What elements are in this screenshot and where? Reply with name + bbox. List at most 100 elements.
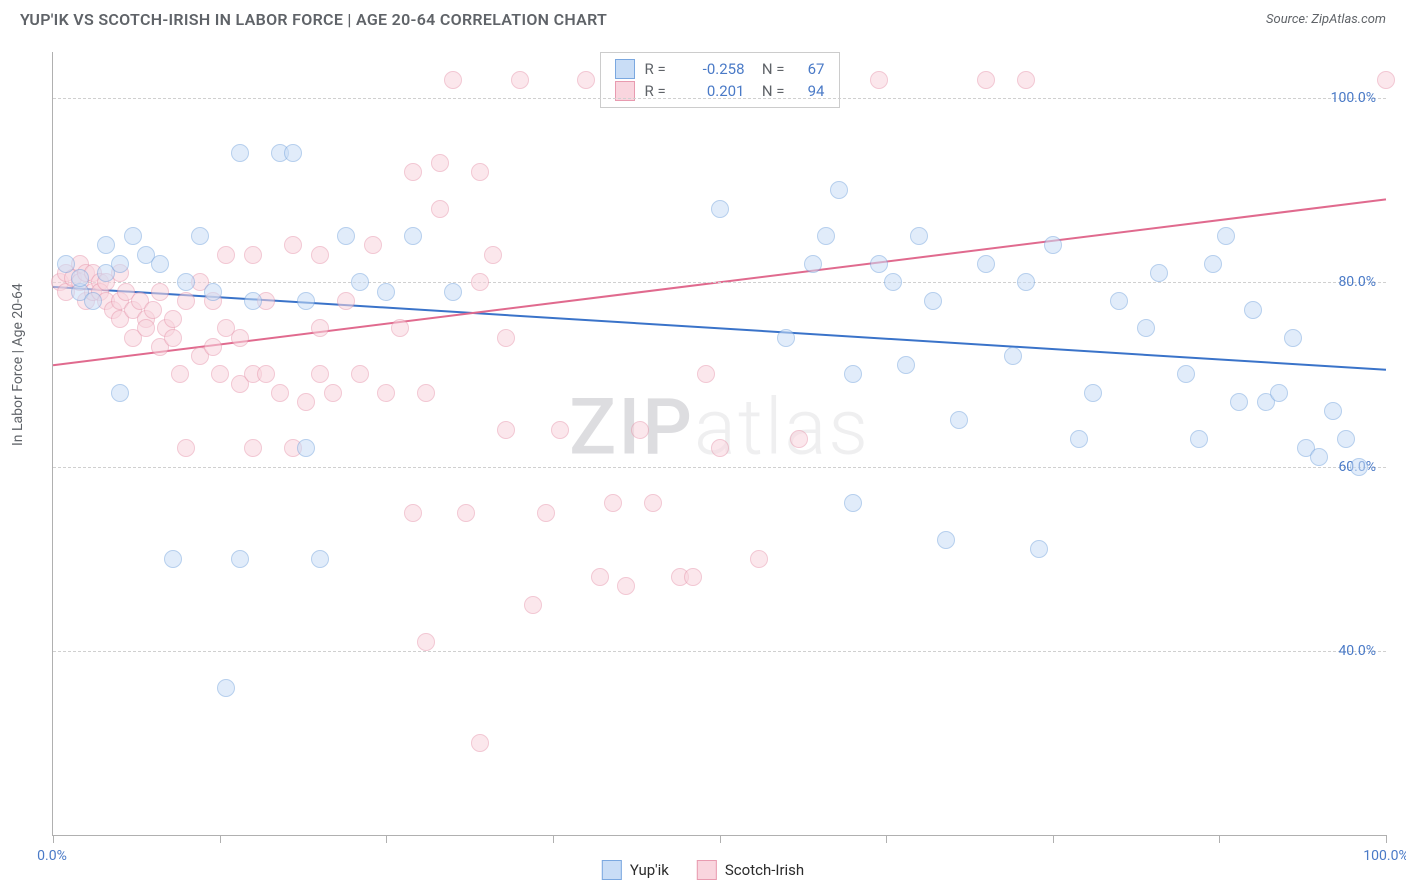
source-attribution: Source: ZipAtlas.com	[1266, 12, 1386, 27]
scatter-point-yupik	[711, 200, 729, 218]
scatter-point-scotch_irish	[244, 246, 262, 264]
scatter-point-scotch_irish	[137, 319, 155, 337]
scatter-point-yupik	[924, 292, 942, 310]
scatter-point-yupik	[1004, 347, 1022, 365]
scatter-point-yupik	[777, 329, 795, 347]
scatter-point-yupik	[1150, 264, 1168, 282]
scatter-point-yupik	[1217, 227, 1235, 245]
scatter-point-yupik	[84, 292, 102, 310]
chart-legend: Yup'ik Scotch-Irish	[602, 860, 804, 880]
x-tick-label: 100.0%	[1363, 848, 1406, 864]
scatter-point-scotch_irish	[484, 246, 502, 264]
stats-n-value: 67	[795, 60, 825, 78]
stats-row: R = -0.258 N = 67	[615, 59, 825, 79]
scatter-point-scotch_irish	[177, 439, 195, 457]
scatter-point-scotch_irish	[444, 71, 462, 89]
scatter-point-yupik	[1284, 329, 1302, 347]
scatter-point-yupik	[97, 236, 115, 254]
stats-r-label: R =	[645, 60, 675, 78]
scatter-point-scotch_irish	[351, 365, 369, 383]
x-tick	[1219, 835, 1220, 843]
scatter-point-yupik	[950, 411, 968, 429]
scatter-point-yupik	[830, 181, 848, 199]
correlation-stats-box: R =-0.258N =67R =0.201N =94	[600, 52, 840, 108]
scatter-point-scotch_irish	[311, 246, 329, 264]
scatter-point-yupik	[1190, 430, 1208, 448]
scatter-point-yupik	[1044, 236, 1062, 254]
x-tick	[553, 835, 554, 843]
scatter-point-scotch_irish	[164, 310, 182, 328]
stats-n-label: N =	[755, 60, 785, 78]
scatter-point-yupik	[1337, 430, 1355, 448]
chart-title: YUP'IK VS SCOTCH-IRISH IN LABOR FORCE | …	[20, 10, 607, 29]
scatter-point-yupik	[1204, 255, 1222, 273]
scatter-point-yupik	[217, 679, 235, 697]
scatter-point-scotch_irish	[750, 550, 768, 568]
scatter-point-scotch_irish	[684, 568, 702, 586]
y-tick-label: 80.0%	[1338, 274, 1376, 290]
scatter-point-scotch_irish	[631, 421, 649, 439]
scatter-point-scotch_irish	[217, 246, 235, 264]
scatter-point-yupik	[1137, 319, 1155, 337]
x-tick	[720, 835, 721, 843]
legend-item-yupik: Yup'ik	[602, 860, 669, 880]
scatter-point-yupik	[231, 144, 249, 162]
scatter-point-yupik	[231, 550, 249, 568]
scatter-point-yupik	[937, 531, 955, 549]
scatter-point-yupik	[1084, 384, 1102, 402]
scatter-point-yupik	[977, 255, 995, 273]
gridline	[53, 282, 1386, 283]
gridline	[53, 651, 1386, 652]
y-axis-title: In Labor Force | Age 20-64	[10, 283, 26, 446]
scatter-point-scotch_irish	[417, 384, 435, 402]
scatter-point-scotch_irish	[591, 568, 609, 586]
gridline	[53, 98, 1386, 99]
scatter-point-yupik	[71, 269, 89, 287]
scatter-point-yupik	[244, 292, 262, 310]
scatter-point-yupik	[844, 365, 862, 383]
scatter-point-scotch_irish	[457, 504, 475, 522]
scatter-point-yupik	[444, 283, 462, 301]
legend-label: Scotch-Irish	[725, 861, 804, 879]
stats-r-value: -0.258	[685, 60, 745, 78]
scatter-point-scotch_irish	[311, 319, 329, 337]
legend-swatch	[697, 860, 717, 880]
scatter-point-scotch_irish	[870, 71, 888, 89]
scatter-point-scotch_irish	[471, 734, 489, 752]
scatter-point-scotch_irish	[404, 163, 422, 181]
scatter-point-yupik	[910, 227, 928, 245]
scatter-point-scotch_irish	[577, 71, 595, 89]
scatter-point-scotch_irish	[551, 421, 569, 439]
scatter-point-scotch_irish	[364, 236, 382, 254]
x-tick	[1386, 835, 1387, 843]
scatter-point-yupik	[311, 550, 329, 568]
x-tick	[386, 835, 387, 843]
scatter-point-scotch_irish	[497, 421, 515, 439]
scatter-point-scotch_irish	[1017, 71, 1035, 89]
scatter-point-yupik	[1070, 430, 1088, 448]
scatter-point-scotch_irish	[144, 301, 162, 319]
scatter-point-yupik	[1017, 273, 1035, 291]
scatter-point-yupik	[1230, 393, 1248, 411]
scatter-point-scotch_irish	[391, 319, 409, 337]
scatter-point-yupik	[1110, 292, 1128, 310]
scatter-point-yupik	[1350, 458, 1368, 476]
legend-item-scotch_irish: Scotch-Irish	[697, 860, 804, 880]
gridline	[53, 467, 1386, 468]
scatter-point-scotch_irish	[524, 596, 542, 614]
scatter-point-yupik	[870, 255, 888, 273]
scatter-point-scotch_irish	[617, 577, 635, 595]
scatter-point-scotch_irish	[231, 329, 249, 347]
scatter-point-yupik	[1270, 384, 1288, 402]
scatter-point-yupik	[377, 283, 395, 301]
scatter-point-yupik	[297, 292, 315, 310]
scatter-point-scotch_irish	[257, 365, 275, 383]
scatter-point-yupik	[191, 227, 209, 245]
scatter-point-scotch_irish	[177, 292, 195, 310]
scatter-point-scotch_irish	[431, 154, 449, 172]
scatter-point-yupik	[844, 494, 862, 512]
y-tick-label: 100.0%	[1331, 90, 1376, 106]
scatter-point-scotch_irish	[211, 365, 229, 383]
scatter-point-scotch_irish	[171, 365, 189, 383]
scatter-point-yupik	[404, 227, 422, 245]
